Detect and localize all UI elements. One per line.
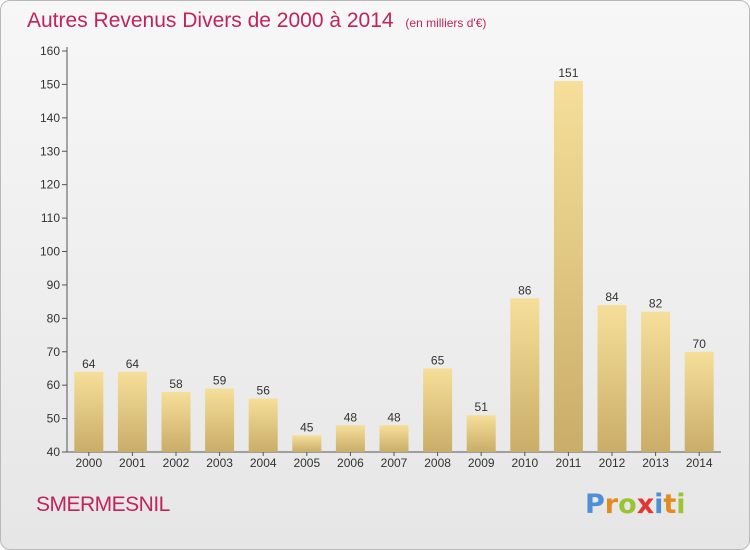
- bar-2005: [292, 435, 322, 452]
- bars: [74, 81, 714, 452]
- x-tick-label-2004: 2004: [250, 456, 277, 470]
- logo-letter: i: [654, 489, 664, 520]
- chart-subtitle: (en milliers d'€): [405, 16, 487, 30]
- x-tick-label-2000: 2000: [75, 456, 102, 470]
- bar-2002: [161, 391, 191, 452]
- y-tick-label: 60: [47, 378, 61, 392]
- logo-letter: o: [618, 489, 637, 520]
- data-label-2012: 84: [605, 290, 619, 304]
- data-labels: 64 64 58 59 56 45 48 48 65 51 86 151 84 82 70: [82, 66, 706, 434]
- logo-letter: r: [604, 489, 619, 520]
- x-tick-label-2006: 2006: [337, 456, 364, 470]
- chart-title: Autres Revenus Divers de 2000 à 2014 (en…: [27, 9, 486, 33]
- bar-2011: [553, 81, 583, 452]
- x-tick-label-2012: 2012: [599, 456, 626, 470]
- chart-title-text: Autres Revenus Divers de 2000 à 2014: [27, 9, 394, 32]
- data-label-2014: 70: [693, 337, 707, 351]
- data-label-2002: 58: [169, 377, 183, 391]
- data-label-2011: 151: [558, 66, 578, 80]
- proxiti-logo[interactable]: Proxiti: [585, 489, 686, 520]
- data-label-2010: 86: [518, 283, 532, 297]
- x-tick-label-2002: 2002: [163, 456, 190, 470]
- commune-name: SMERMESNIL: [36, 493, 170, 516]
- data-label-2008: 65: [431, 353, 445, 367]
- y-tick-label: 90: [47, 278, 61, 292]
- x-tick-label-2014: 2014: [686, 456, 713, 470]
- data-label-2004: 56: [257, 384, 271, 398]
- data-label-2006: 48: [344, 410, 358, 424]
- bar-2012: [597, 304, 627, 452]
- x-tick-label-2001: 2001: [119, 456, 146, 470]
- data-label-2013: 82: [649, 297, 663, 311]
- x-tick-label-2008: 2008: [424, 456, 451, 470]
- bar-2010: [510, 298, 540, 452]
- x-tick-label-2013: 2013: [642, 456, 669, 470]
- bar-2008: [423, 368, 453, 452]
- logo-letter: t: [663, 489, 677, 520]
- x-tick-label-2009: 2009: [468, 456, 495, 470]
- data-label-2009: 51: [475, 400, 489, 414]
- logo-letter: i: [676, 489, 686, 520]
- y-tick-label: 110: [41, 211, 60, 225]
- data-label-2007: 48: [387, 410, 401, 424]
- y-tick-label: 160: [40, 44, 60, 58]
- x-tick-label-2011: 2011: [555, 456, 581, 470]
- y-tick-label: 140: [40, 111, 60, 125]
- y-tick-label: 70: [47, 345, 61, 359]
- bar-2003: [205, 388, 235, 452]
- y-tick-label: 40: [47, 445, 61, 459]
- logo-letter: x: [636, 489, 655, 520]
- y-tick-label: 120: [40, 178, 60, 192]
- bar-2007: [379, 425, 409, 452]
- bar-2013: [641, 311, 671, 452]
- x-tick-label-2005: 2005: [293, 456, 320, 470]
- bar-2004: [248, 398, 278, 452]
- bar-2006: [335, 425, 365, 452]
- y-tick-label: 150: [40, 77, 60, 91]
- x-tick-label-2007: 2007: [381, 456, 408, 470]
- data-label-2003: 59: [213, 374, 227, 388]
- bar-2000: [74, 371, 104, 452]
- bar-2001: [117, 371, 147, 452]
- y-tick-label: 130: [40, 144, 60, 158]
- x-tick-label-2010: 2010: [511, 456, 538, 470]
- data-label-2000: 64: [82, 357, 96, 371]
- y-tick-label: 80: [47, 311, 61, 325]
- y-axis: 40 50 60 70 80 90 100 110 120 130 140 150 160: [40, 44, 68, 459]
- y-tick-label: 100: [40, 245, 60, 259]
- x-tick-label-2003: 2003: [206, 456, 233, 470]
- y-tick-label: 50: [47, 412, 61, 426]
- data-label-2001: 64: [126, 357, 140, 371]
- logo-letter: P: [585, 489, 605, 520]
- bar-2009: [466, 415, 496, 452]
- data-label-2005: 45: [300, 420, 314, 434]
- x-axis: 2000 2001 2002 2003 2004 2005 2006 2007 2008 2009…: [67, 451, 721, 470]
- bar-2014: [684, 351, 714, 452]
